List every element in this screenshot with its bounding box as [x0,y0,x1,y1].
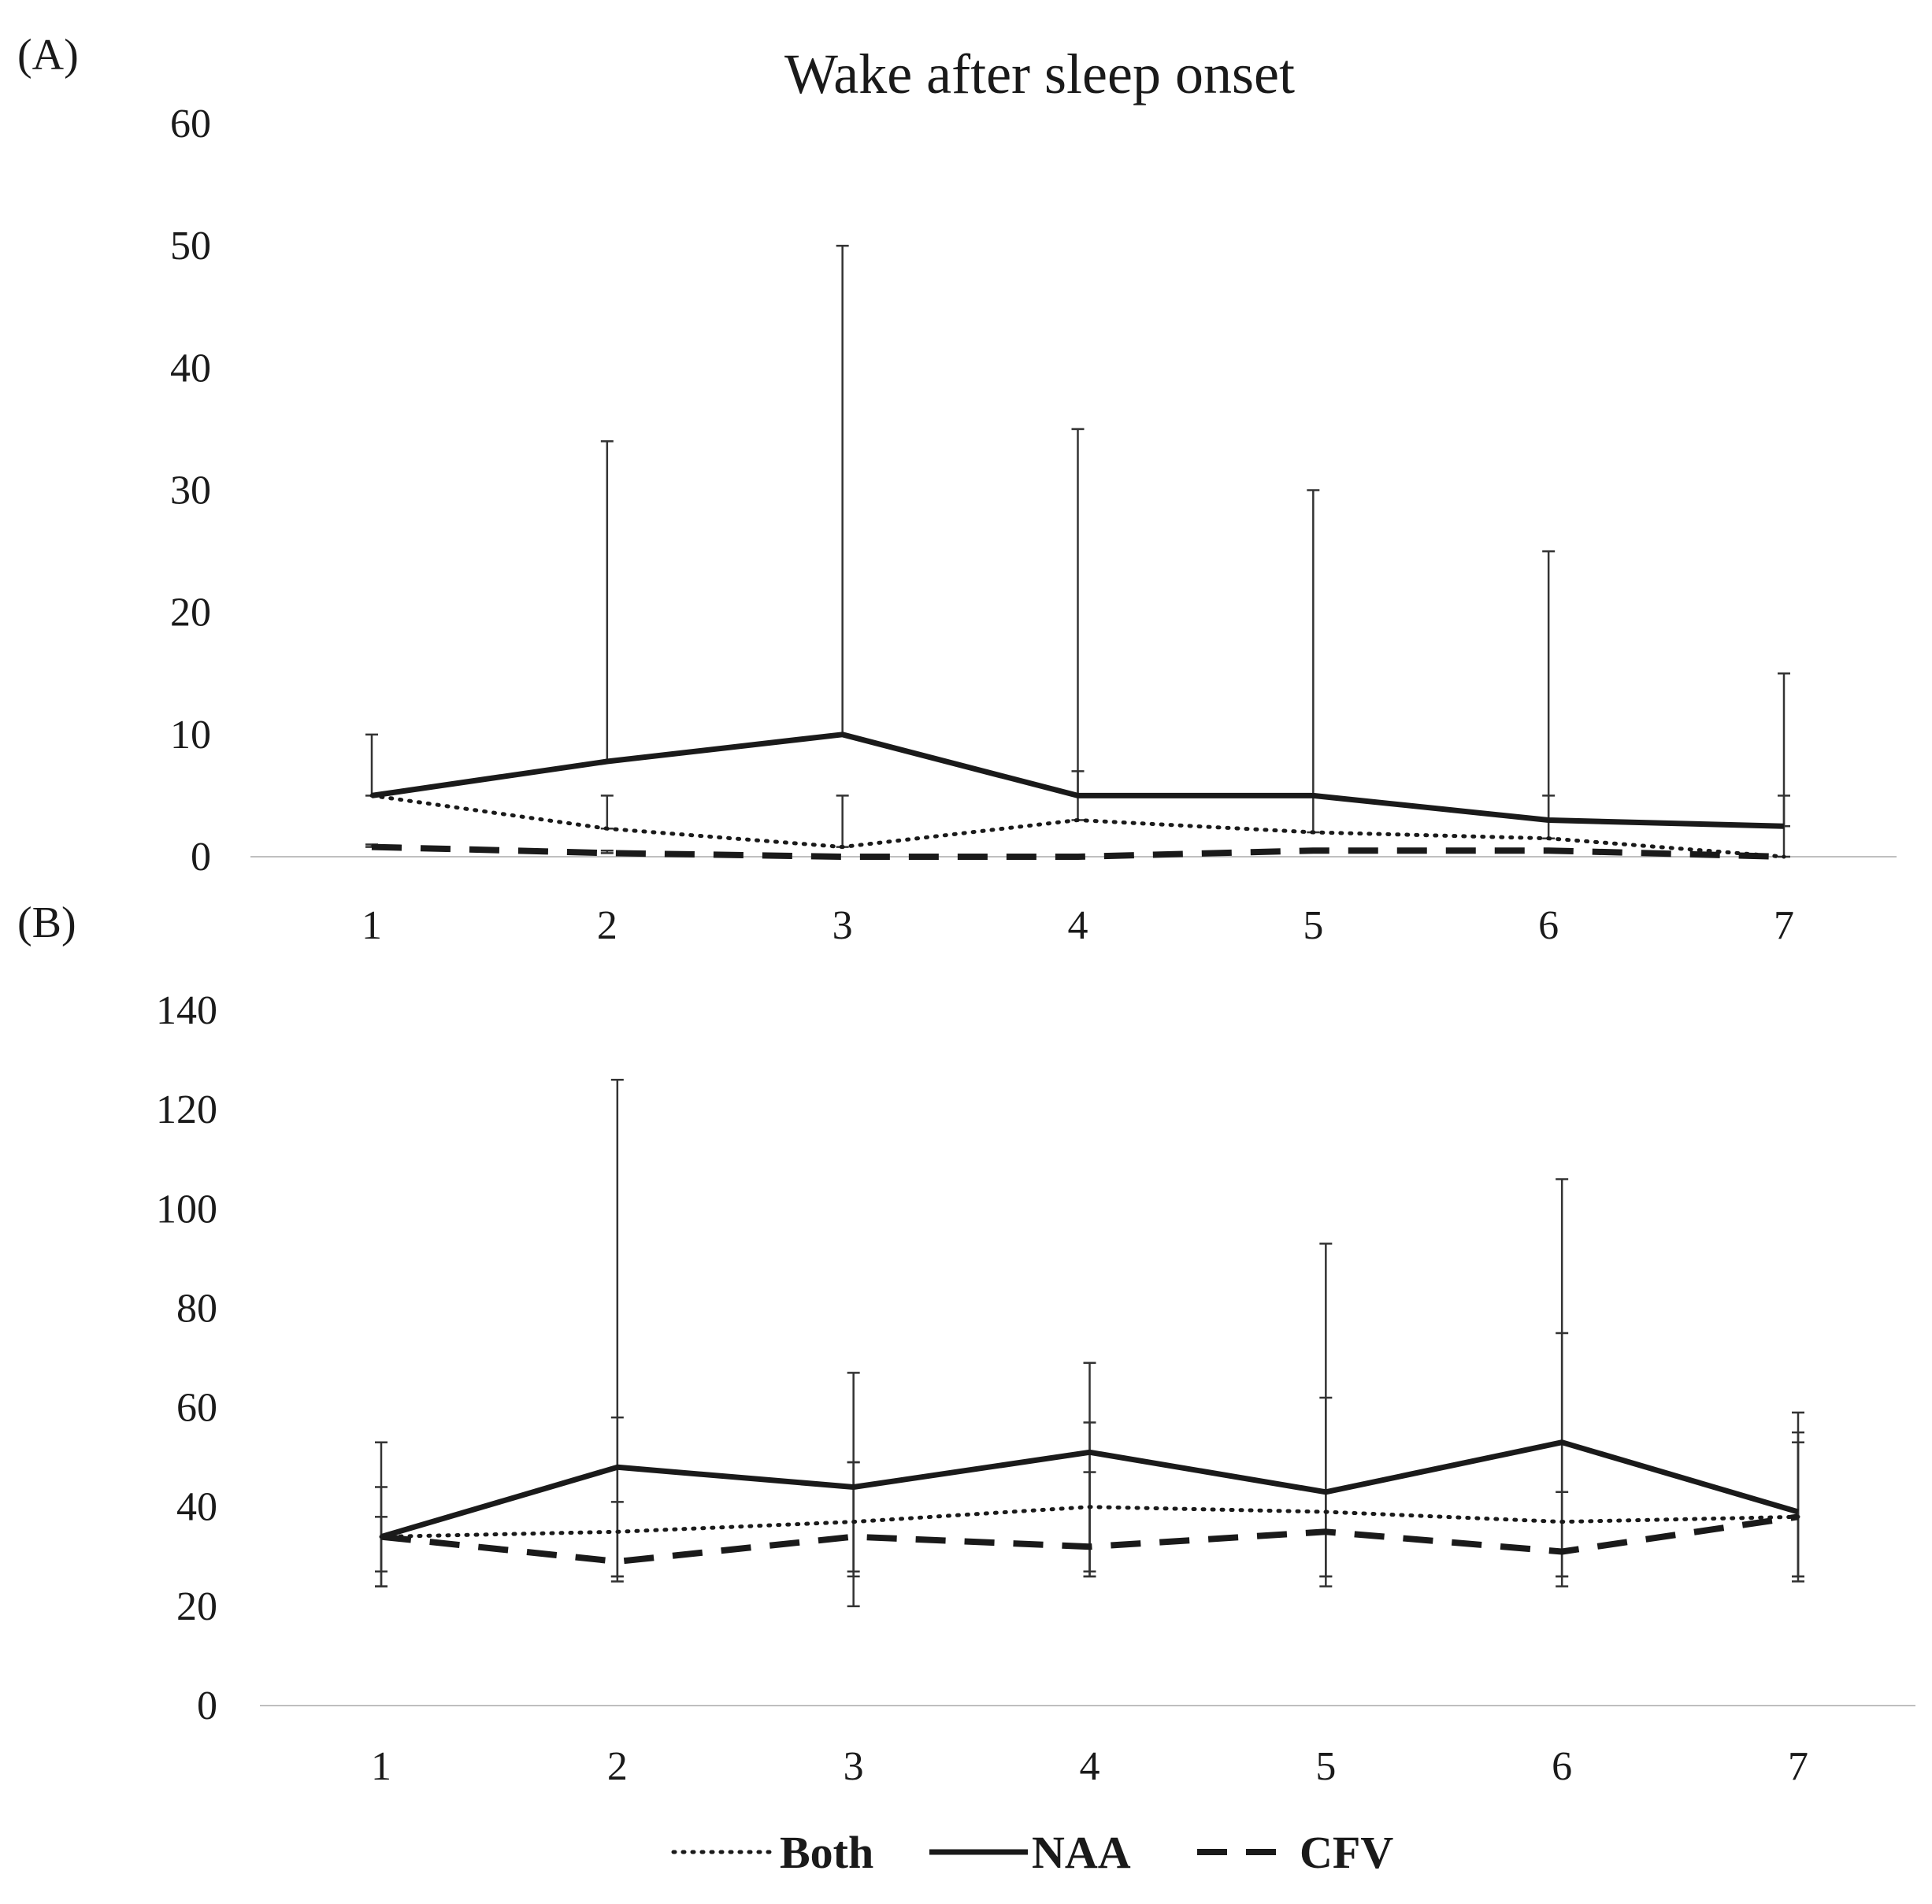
panel-b-y-tick-40: 40 [176,1485,217,1530]
panel-a-error-bar-naa-3 [836,244,849,736]
panel-b-error-bars [375,1079,1804,1608]
panel-b-error-bar-cfv-6 [1556,1491,1569,1587]
panel-a-error-bar-naa-4 [1071,428,1085,797]
panel-b-x-tick-7: 7 [1788,1744,1808,1789]
panel-a-y-tick-40: 40 [170,346,211,391]
panel-a-error-bar-naa-6 [1542,550,1556,821]
panel-a-x-tick-6: 6 [1538,903,1559,948]
panel-b-series [379,1439,1800,1565]
panel-a-error-bar-naa-7 [1778,672,1790,828]
panel-a-error-bar-naa-1 [365,733,378,797]
panel-a-error-bar-both-3 [836,795,849,848]
panel-b-x-axis: 1 2 3 4 5 6 7 [371,1744,1808,1789]
panel-b-label: (B) [17,898,76,947]
panel-a-error-bar-both-2 [600,795,614,830]
panel-b-x-tick-1: 1 [371,1744,391,1789]
panel-b-y-tick-100: 100 [156,1187,217,1232]
panel-a-y-axis: 0 10 20 30 40 50 60 [170,102,211,880]
panel-a-y-tick-0: 0 [191,835,211,880]
chart-title: Wake after sleep onset [784,43,1295,106]
panel-b-chart: (B) 0 20 40 60 80 100 120 140 1 2 3 4 5 6 7 [17,898,1915,1789]
panel-a-y-tick-30: 30 [170,469,211,513]
panel-a-series-line-both [369,793,1786,859]
panel-b-series-line-naa [380,1439,1799,1539]
panel-a-x-tick-5: 5 [1303,903,1323,948]
panel-b-x-tick-4: 4 [1080,1744,1100,1789]
panel-b-error-bar-cfv-7 [1792,1441,1804,1583]
panel-a-series-line-naa [371,732,1785,829]
panel-a-y-tick-50: 50 [170,224,211,269]
panel-b-y-tick-140: 140 [156,988,217,1033]
panel-b-series-line-cfv [380,1513,1799,1565]
panel-b-x-tick-6: 6 [1552,1744,1572,1789]
panel-b-x-tick-5: 5 [1315,1744,1336,1789]
panel-b-y-tick-0: 0 [197,1684,217,1728]
legend: Both NAA CFV [671,1827,1393,1878]
panel-a-x-tick-4: 4 [1068,903,1088,948]
panel-a-error-bar-naa-5 [1307,489,1320,797]
panel-a-series [369,732,1786,860]
panel-a-error-bar-naa-2 [600,440,614,763]
legend-label-both: Both [780,1827,873,1878]
panel-a-label: (A) [17,31,79,80]
panel-a-y-tick-60: 60 [170,102,211,146]
panel-b-error-bar-cfv-5 [1319,1491,1333,1587]
panel-b-x-tick-2: 2 [607,1744,628,1789]
panel-a-x-tick-2: 2 [597,903,617,948]
panel-b-y-tick-60: 60 [176,1386,217,1431]
panel-a-x-tick-3: 3 [833,903,853,948]
panel-a-x-tick-1: 1 [362,903,382,948]
panel-a-error-bar-cfv-2 [600,849,614,854]
legend-label-cfv: CFV [1300,1827,1393,1878]
panel-b-x-tick-3: 3 [844,1744,864,1789]
panel-b-error-bar-cfv-4 [1083,1471,1096,1578]
panel-a-chart: (A) Wake after sleep onset 0102030405060… [17,31,1897,948]
panel-a-y-tick-20: 20 [170,591,211,635]
panel-a-x-tick-7: 7 [1774,903,1794,948]
panel-b-y-axis: 0 20 40 60 80 100 120 140 [156,988,217,1728]
legend-label-naa: NAA [1032,1827,1131,1878]
panel-a-error-bar-both-5 [1307,795,1320,834]
panel-a-y-tick-10: 10 [170,713,211,758]
panel-a-x-axis: 1 2 3 4 5 6 7 [362,903,1794,948]
panel-b-series-line-both [379,1505,1800,1539]
panel-b-y-tick-20: 20 [176,1584,217,1629]
panel-a-series-line-cfv [371,843,1785,860]
panel-b-error-bar-cfv-2 [610,1416,624,1583]
panel-b-y-tick-120: 120 [156,1087,217,1132]
panel-b-y-tick-80: 80 [176,1286,217,1331]
panel-b-error-bar-cfv-1 [375,1516,388,1587]
